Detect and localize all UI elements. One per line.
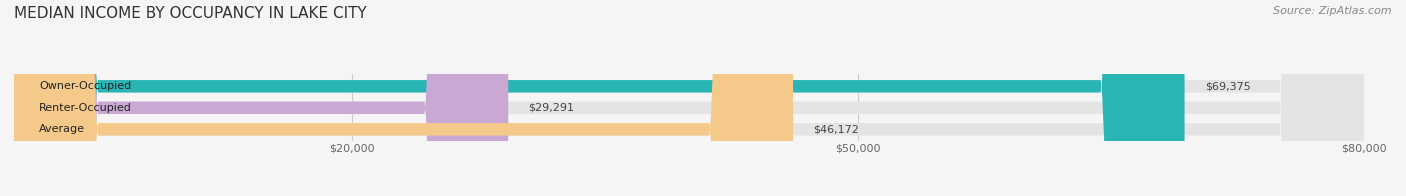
Text: Renter-Occupied: Renter-Occupied — [39, 103, 132, 113]
FancyBboxPatch shape — [14, 0, 1364, 196]
FancyBboxPatch shape — [14, 0, 508, 196]
FancyBboxPatch shape — [14, 0, 1185, 196]
FancyBboxPatch shape — [14, 0, 793, 196]
Text: $29,291: $29,291 — [529, 103, 575, 113]
Text: Average: Average — [39, 124, 86, 134]
FancyBboxPatch shape — [14, 0, 1364, 196]
Text: MEDIAN INCOME BY OCCUPANCY IN LAKE CITY: MEDIAN INCOME BY OCCUPANCY IN LAKE CITY — [14, 6, 367, 21]
Text: $69,375: $69,375 — [1205, 81, 1250, 91]
Text: Owner-Occupied: Owner-Occupied — [39, 81, 132, 91]
FancyBboxPatch shape — [14, 0, 1364, 196]
Text: $46,172: $46,172 — [813, 124, 859, 134]
Text: Source: ZipAtlas.com: Source: ZipAtlas.com — [1274, 6, 1392, 16]
